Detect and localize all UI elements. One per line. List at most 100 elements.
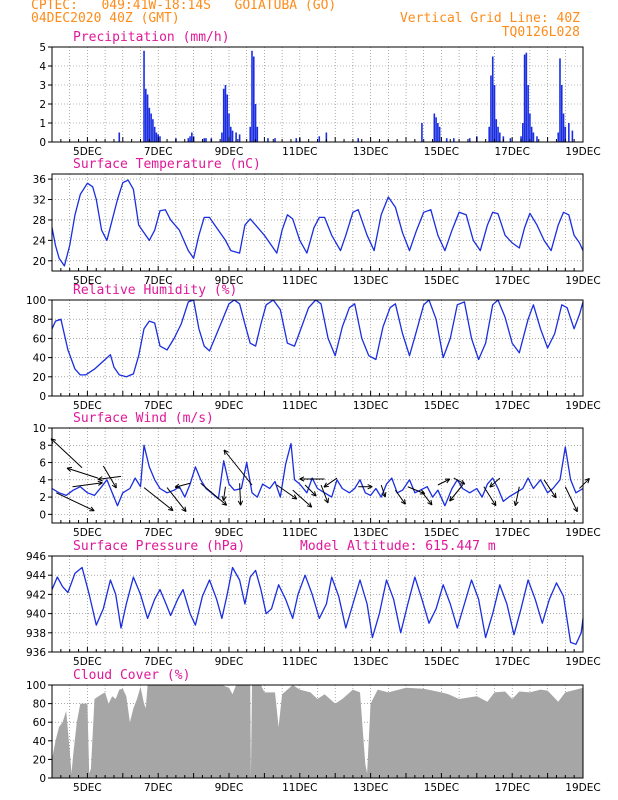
x-tick-label: 15DEC [424, 782, 459, 794]
wind-arrow [543, 479, 557, 499]
x-tick-label: 15DEC [424, 400, 459, 412]
x-tick-label: 17DEC [494, 275, 529, 287]
x-tick-label: 7DEC [144, 656, 173, 668]
precip-bar [325, 132, 328, 142]
humidity-panel: Relative Humidity (%) 0 20 40 60 80 100 5DEC 7DE… [26, 283, 601, 412]
wind-panel: Surface Wind (m/s) 0 2 4 6 8 10 5DEC 7DEC 9DEC 11D… [33, 411, 601, 539]
wind-arrow [97, 475, 122, 482]
y-tick-label: 3 [39, 80, 46, 92]
x-tick-label: 19DEC [565, 400, 600, 412]
humidity-title: Relative Humidity (%) [73, 283, 237, 298]
y-tick-label: 80 [33, 314, 46, 326]
precip-bar [205, 138, 207, 142]
precip-bar [152, 119, 154, 142]
precip-bar [146, 94, 149, 142]
precip-bar [559, 58, 561, 142]
wind-arrow [394, 489, 406, 505]
x-tick-label: 11DEC [282, 275, 317, 287]
y-tick-label: 60 [33, 717, 46, 729]
wind-arrow [380, 484, 387, 498]
precip-bar [251, 50, 253, 142]
y-tick-label: 0 [39, 137, 46, 149]
y-tick-label: 40 [33, 353, 46, 365]
precip-bar [238, 134, 241, 142]
wind-arrow [579, 477, 590, 489]
x-tick-label: 19DEC [565, 782, 600, 794]
x-tick-label: 5DEC [73, 656, 102, 668]
wind-arrow [276, 484, 298, 500]
wind-arrow [304, 484, 317, 497]
y-tick-label: 5 [39, 42, 46, 54]
y-tick-label: 2 [39, 99, 46, 111]
x-tick-label: 19DEC [565, 275, 600, 287]
precip-bar [557, 132, 560, 142]
y-tick-label: 0 [39, 391, 46, 403]
y-tick-label: 0 [39, 773, 46, 785]
x-tick-label: 17DEC [494, 146, 529, 158]
temperature-series-line [51, 179, 584, 267]
y-tick-label: 940 [26, 609, 46, 621]
x-tick-label: 11DEC [282, 656, 317, 668]
precip-bar [145, 88, 147, 142]
y-tick-label: 8 [39, 440, 46, 452]
precip-bar [421, 123, 423, 142]
wind-frame [51, 427, 584, 524]
wind-arrow [50, 438, 83, 469]
x-tick-label: 13DEC [353, 275, 388, 287]
precip-bar [452, 138, 455, 142]
wind-arrow [453, 477, 466, 485]
y-tick-label: 40 [33, 736, 46, 748]
y-tick-label: 100 [26, 295, 46, 307]
wind-arrow [320, 484, 329, 504]
y-tick-label: 80 [33, 699, 46, 711]
wind-arrow [102, 465, 117, 489]
x-tick-label: 7DEC [144, 400, 173, 412]
precip-bar [435, 117, 437, 142]
x-tick-label: 11DEC [282, 400, 317, 412]
wind-arrow [299, 476, 325, 482]
y-tick-label: 4 [39, 475, 46, 487]
precip-bar [159, 136, 161, 142]
temperature-panel: Surface Temperature (nC) 20 24 28 32 36 5DEC 7D… [33, 157, 601, 287]
precip-bar [231, 130, 234, 142]
x-tick-label: 9DEC [215, 275, 244, 287]
precip-bar [536, 136, 538, 142]
humidity-series-line [51, 299, 584, 378]
wind-arrow [143, 487, 174, 512]
precip-bar [229, 126, 232, 142]
wind-arrow [489, 477, 501, 488]
precip-bar [318, 136, 321, 142]
precip-bar [226, 94, 229, 142]
y-tick-label: 20 [33, 372, 46, 384]
precip-bar [267, 138, 269, 142]
precip-bar [525, 52, 528, 143]
y-tick-label: 36 [33, 174, 47, 186]
x-tick-label: 11DEC [282, 146, 317, 158]
y-tick-label: 20 [33, 256, 46, 268]
wind-arrow [56, 492, 95, 512]
wind-arrow [72, 480, 103, 488]
wind-arrow [358, 484, 373, 490]
precipitation-frame [51, 46, 584, 143]
precip-bar [491, 56, 494, 142]
y-tick-label: 20 [33, 754, 46, 766]
y-tick-label: 100 [26, 680, 46, 692]
y-tick-label: 942 [26, 589, 46, 601]
precip-bar [274, 138, 276, 142]
x-tick-label: 13DEC [353, 527, 388, 539]
precip-bar [228, 113, 230, 142]
y-tick-label: 28 [33, 215, 46, 227]
y-tick-label: 944 [26, 570, 46, 582]
y-tick-label: 6 [39, 458, 46, 470]
precip-bar [468, 138, 471, 142]
x-tick-label: 7DEC [144, 782, 173, 794]
x-tick-label: 13DEC [353, 782, 388, 794]
header-date: 04DEC2020 40Z (GMT) [31, 11, 180, 26]
wind-arrow [166, 487, 187, 513]
x-tick-label: 9DEC [215, 782, 244, 794]
x-tick-label: 13DEC [353, 656, 388, 668]
precip-bar [150, 113, 152, 142]
precip-bar [256, 126, 259, 142]
wind-arrow [223, 449, 253, 486]
y-tick-label: 946 [26, 551, 46, 563]
